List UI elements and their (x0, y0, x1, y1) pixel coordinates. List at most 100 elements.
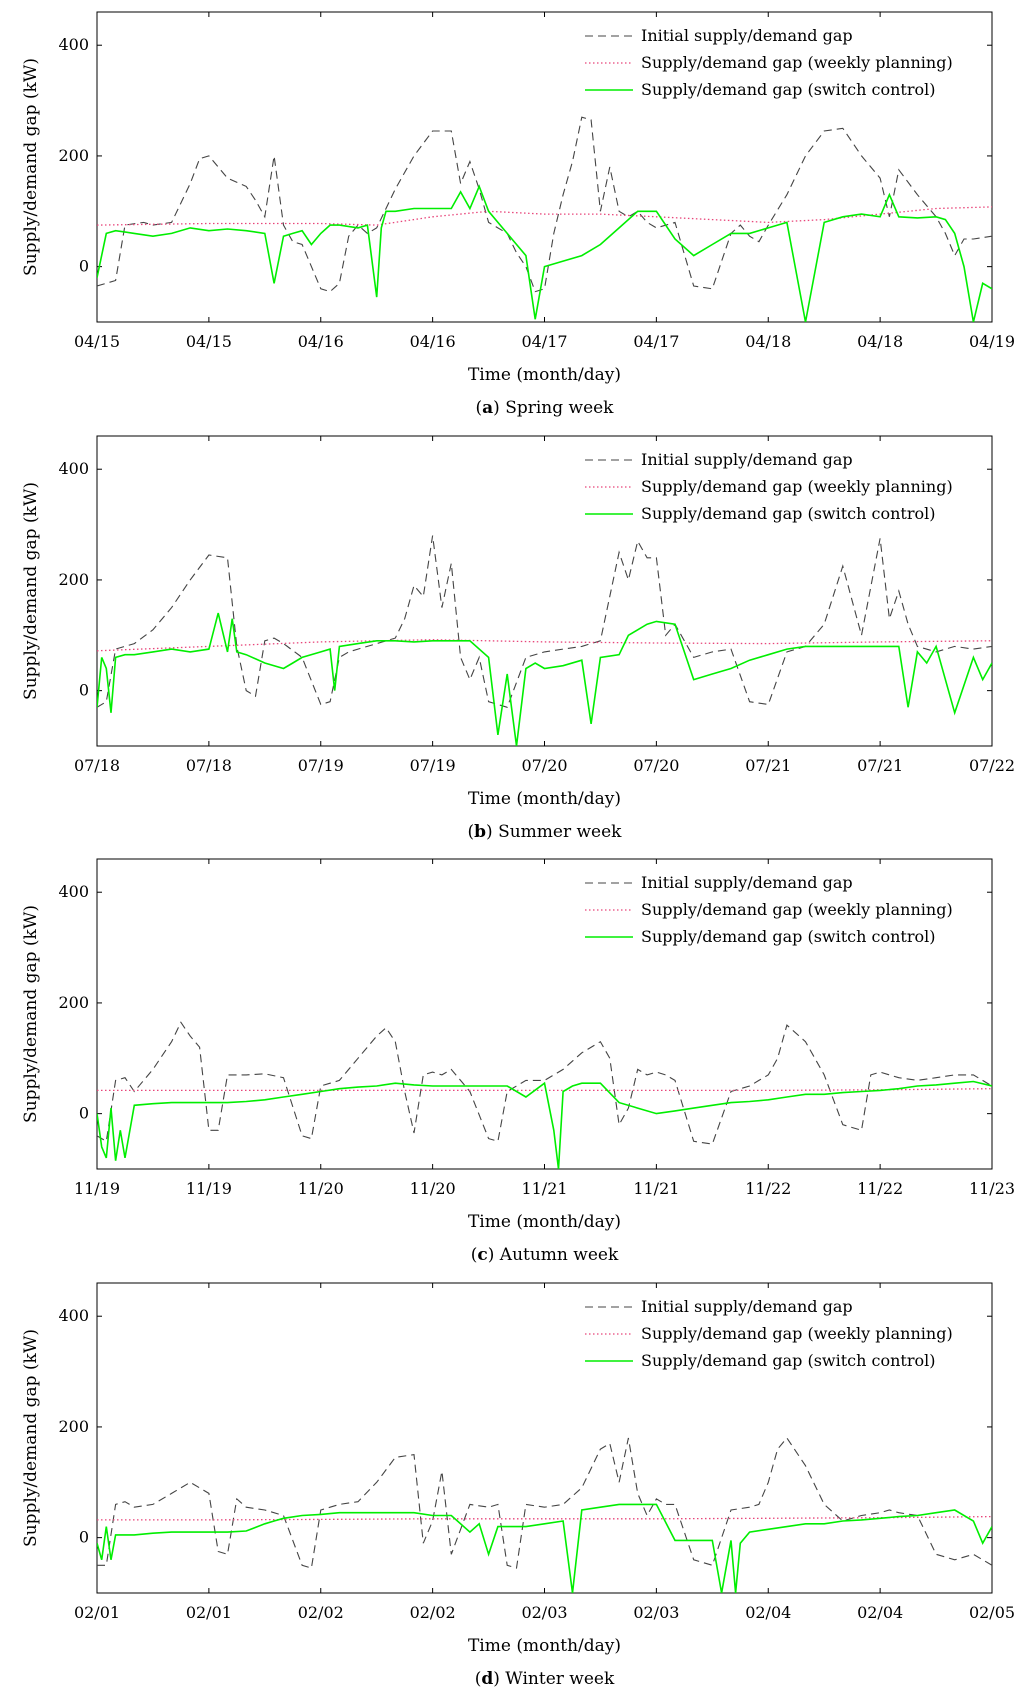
x-tick-label: 11/20 (410, 1179, 456, 1198)
caption-letter: d (481, 1669, 493, 1689)
x-tick-label: 02/03 (633, 1603, 679, 1622)
x-tick-label: 04/16 (410, 332, 456, 351)
caption-letter: c (477, 1245, 487, 1265)
x-axis-label: Time (month/day) (468, 365, 621, 385)
caption-text: Summer week (498, 822, 622, 842)
x-tick-label: 07/21 (857, 756, 903, 775)
x-tick-label: 11/19 (186, 1179, 232, 1198)
series-line-dashed (97, 1437, 992, 1569)
y-tick-label: 0 (79, 681, 89, 700)
y-tick-label: 0 (79, 1528, 89, 1547)
x-tick-label: 11/22 (745, 1179, 791, 1198)
legend-label: Initial supply/demand gap (641, 26, 853, 45)
legend-label: Supply/demand gap (weekly planning) (641, 900, 953, 919)
y-axis-label: Supply/demand gap (kW) (21, 1329, 41, 1547)
legend-label: Initial supply/demand gap (641, 873, 853, 892)
y-tick-label: 200 (58, 1417, 89, 1436)
series-line-solid (97, 184, 992, 322)
x-tick-label: 11/20 (298, 1179, 344, 1198)
series-line-dotted (97, 1515, 992, 1521)
caption-letter: a (482, 398, 493, 418)
legend-label: Supply/demand gap (weekly planning) (641, 53, 953, 72)
x-axis-label: Time (month/day) (468, 789, 621, 809)
y-tick-label: 200 (58, 993, 89, 1012)
x-tick-label: 02/02 (298, 1603, 344, 1622)
x-tick-label: 11/21 (521, 1179, 567, 1198)
x-tick-label: 02/05 (969, 1603, 1015, 1622)
y-tick-label: 400 (58, 882, 89, 901)
x-tick-label: 04/15 (74, 332, 120, 351)
y-axis-label: Supply/demand gap (kW) (21, 905, 41, 1123)
panel-caption: (c) Autumn week (471, 1245, 619, 1265)
x-tick-label: 07/18 (74, 756, 120, 775)
caption-text: Autumn week (499, 1245, 619, 1265)
legend-label: Supply/demand gap (weekly planning) (641, 477, 953, 496)
y-tick-label: 0 (79, 257, 89, 276)
legend-label: Supply/demand gap (switch control) (641, 504, 935, 523)
x-tick-label: 02/01 (186, 1603, 232, 1622)
series-line-dotted (97, 206, 992, 226)
panel-caption: (d) Winter week (475, 1669, 615, 1689)
x-tick-label: 07/22 (969, 756, 1015, 775)
series-line-dashed (97, 116, 992, 293)
y-tick-label: 400 (58, 35, 89, 54)
x-tick-label: 02/02 (410, 1603, 456, 1622)
legend: Initial supply/demand gap Supply/demand g… (585, 450, 953, 523)
x-tick-label: 04/18 (857, 332, 903, 351)
legend-label: Initial supply/demand gap (641, 450, 853, 469)
x-tick-label: 02/03 (521, 1603, 567, 1622)
x-tick-label: 04/15 (186, 332, 232, 351)
chart-panel-a: 0 200 400 04/15 04/15 04/16 04/16 04/17 04/17 04/… (21, 11, 1015, 418)
y-tick-label: 0 (79, 1104, 89, 1123)
x-tick-label: 11/22 (857, 1179, 903, 1198)
series-line-dotted (97, 639, 992, 652)
series-line-solid (97, 612, 992, 746)
legend-label: Supply/demand gap (switch control) (641, 80, 935, 99)
x-tick-label: 04/16 (298, 332, 344, 351)
legend: Initial supply/demand gap Supply/demand g… (585, 26, 953, 99)
x-tick-label: 07/21 (745, 756, 791, 775)
x-tick-label: 07/19 (298, 756, 344, 775)
x-tick-label: 07/18 (186, 756, 232, 775)
chart-panel-b: 0 200 400 07/18 07/18 07/19 07/19 07/20 07/20 07/… (21, 435, 1015, 842)
legend: Initial supply/demand gap Supply/demand g… (585, 1297, 953, 1370)
x-tick-label: 11/21 (633, 1179, 679, 1198)
series-line-solid (97, 1503, 992, 1593)
legend-label: Supply/demand gap (switch control) (641, 927, 935, 946)
x-tick-label: 07/20 (521, 756, 567, 775)
x-tick-label: 07/19 (410, 756, 456, 775)
x-axis-label: Time (month/day) (468, 1212, 621, 1232)
y-tick-label: 400 (58, 459, 89, 478)
y-tick-label: 200 (58, 146, 89, 165)
caption-text: Spring week (505, 398, 614, 418)
legend-label: Supply/demand gap (weekly planning) (641, 1324, 953, 1343)
series-line-dashed (97, 535, 992, 708)
y-axis-label: Supply/demand gap (kW) (21, 482, 41, 700)
x-tick-label: 04/17 (521, 332, 567, 351)
x-tick-label: 04/18 (745, 332, 791, 351)
series-line-solid (97, 1080, 992, 1169)
legend-label: Initial supply/demand gap (641, 1297, 853, 1316)
x-tick-label: 04/17 (633, 332, 679, 351)
x-tick-label: 02/01 (74, 1603, 120, 1622)
y-tick-label: 400 (58, 1306, 89, 1325)
x-tick-label: 11/19 (74, 1179, 120, 1198)
chart-panel-c: 0 200 400 11/19 11/19 11/20 11/20 11/21 11/21 11/… (21, 858, 1015, 1265)
panel-caption: (a) Spring week (475, 398, 614, 418)
x-tick-label: 02/04 (745, 1603, 791, 1622)
y-tick-label: 200 (58, 570, 89, 589)
legend: Initial supply/demand gap Supply/demand g… (585, 873, 953, 946)
caption-letter: b (474, 822, 486, 842)
chart-panel-d: 0 200 400 02/01 02/01 02/02 02/02 02/03 02/03 02/… (21, 1282, 1015, 1689)
x-tick-label: 07/20 (633, 756, 679, 775)
caption-text: Winter week (505, 1669, 615, 1689)
y-axis-label: Supply/demand gap (kW) (21, 58, 41, 276)
x-axis-label: Time (month/day) (468, 1636, 621, 1656)
legend-label: Supply/demand gap (switch control) (641, 1351, 935, 1370)
x-tick-label: 04/19 (969, 332, 1015, 351)
panel-caption: (b) Summer week (468, 822, 623, 842)
series-line-dotted (97, 1088, 992, 1092)
x-tick-label: 11/23 (969, 1179, 1015, 1198)
x-tick-label: 02/04 (857, 1603, 903, 1622)
